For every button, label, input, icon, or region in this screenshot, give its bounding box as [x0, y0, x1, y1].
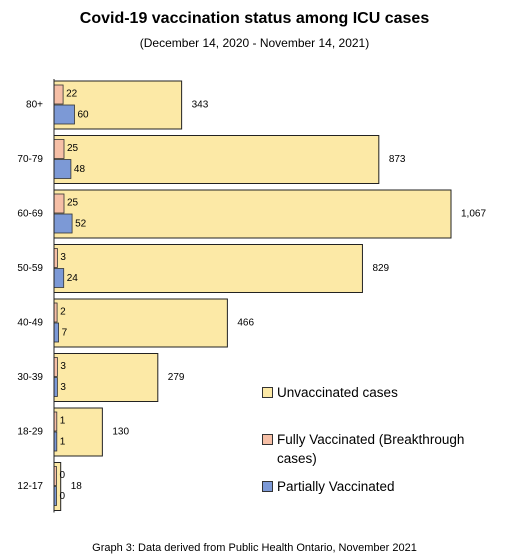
- legend-swatch-unvaccinated: [262, 387, 273, 398]
- data-label-partially-vaccinated-18-29: 1: [60, 437, 66, 448]
- category-label-50-59: 50-59: [17, 263, 43, 274]
- data-label-unvaccinated-40-49: 466: [237, 318, 254, 329]
- data-label-fully-vaccinated-60-69: 25: [67, 198, 79, 209]
- bar-fully-vaccinated-50-59: [53, 248, 58, 268]
- bar-fully-vaccinated-70-79: [53, 139, 65, 159]
- data-label-partially-vaccinated-50-59: 24: [67, 273, 79, 284]
- category-label-70-79: 70-79: [17, 154, 43, 165]
- data-label-unvaccinated-18-29: 130: [112, 427, 129, 438]
- chart-title: Covid-19 vaccination status among ICU ca…: [79, 10, 430, 27]
- data-label-unvaccinated-50-59: 829: [372, 263, 389, 274]
- category-label-80+: 80+: [26, 100, 43, 111]
- bar-partially-vaccinated-80+: [53, 104, 75, 125]
- data-label-unvaccinated-30-39: 279: [168, 372, 185, 383]
- bar-fully-vaccinated-30-39: [53, 357, 58, 377]
- data-label-unvaccinated-80+: 343: [192, 100, 209, 111]
- data-label-fully-vaccinated-12-17: 0: [60, 470, 66, 481]
- category-label-12-17: 12-17: [17, 481, 43, 492]
- data-label-partially-vaccinated-12-17: 0: [60, 491, 66, 502]
- bar-unvaccinated-30-39: [53, 353, 159, 402]
- data-label-partially-vaccinated-80+: 60: [78, 110, 90, 121]
- category-label-30-39: 30-39: [17, 372, 43, 383]
- bar-unvaccinated-50-59: [53, 244, 363, 293]
- bar-unvaccinated-60-69: [53, 189, 452, 239]
- data-label-fully-vaccinated-18-29: 1: [60, 416, 66, 427]
- data-label-unvaccinated-60-69: 1,067: [461, 209, 486, 220]
- bar-unvaccinated-80+: [53, 80, 183, 130]
- chart-subtitle: (December 14, 2020 - November 14, 2021): [139, 36, 370, 50]
- bar-fully-vaccinated-60-69: [53, 193, 65, 214]
- bar-partially-vaccinated-30-39: [53, 377, 58, 397]
- bar-partially-vaccinated-70-79: [53, 159, 72, 179]
- bar-fully-vaccinated-80+: [53, 84, 64, 105]
- category-label-18-29: 18-29: [17, 427, 43, 438]
- bar-partially-vaccinated-40-49: [53, 322, 59, 343]
- bar-partially-vaccinated-50-59: [53, 268, 65, 288]
- legend-label-unvaccinated: Unvaccinated cases: [277, 385, 398, 400]
- data-label-partially-vaccinated-70-79: 48: [74, 164, 86, 175]
- data-label-partially-vaccinated-30-39: 3: [60, 382, 66, 393]
- category-label-40-49: 40-49: [17, 318, 43, 329]
- data-label-fully-vaccinated-40-49: 2: [60, 307, 66, 318]
- legend-label-partially-vaccinated: Partially Vaccinated: [277, 479, 395, 494]
- data-label-partially-vaccinated-40-49: 7: [62, 328, 68, 339]
- data-label-fully-vaccinated-80+: 22: [66, 89, 78, 100]
- bar-unvaccinated-40-49: [53, 298, 228, 348]
- bar-partially-vaccinated-60-69: [53, 213, 73, 234]
- legend-swatch-fully-vaccinated: [262, 434, 273, 445]
- data-label-fully-vaccinated-50-59: 3: [60, 252, 66, 263]
- data-label-fully-vaccinated-70-79: 25: [67, 143, 79, 154]
- bar-unvaccinated-70-79: [53, 135, 380, 184]
- data-label-unvaccinated-12-17: 18: [71, 481, 83, 492]
- data-label-unvaccinated-70-79: 873: [389, 154, 406, 165]
- legend-label-fully-vaccinated: Fully Vaccinated (Breakthrough cases): [277, 432, 465, 466]
- data-label-fully-vaccinated-30-39: 3: [60, 361, 66, 372]
- category-label-60-69: 60-69: [17, 209, 43, 220]
- data-label-partially-vaccinated-60-69: 52: [75, 219, 87, 230]
- chart-caption: Graph 3: Data derived from Public Health…: [92, 542, 417, 554]
- legend-swatch-partially-vaccinated: [262, 481, 273, 492]
